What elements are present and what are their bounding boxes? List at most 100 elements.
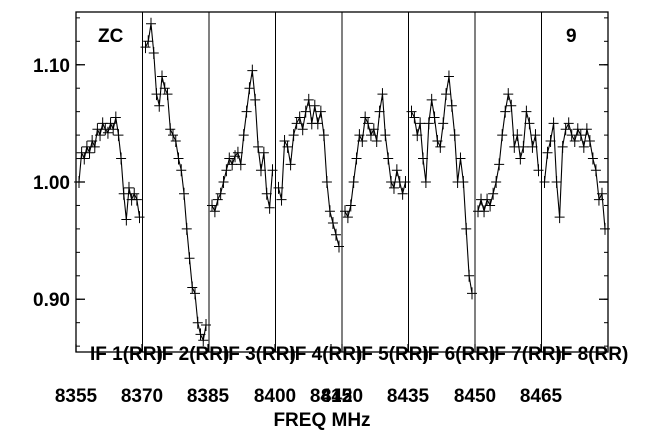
data-point xyxy=(449,129,460,142)
data-point xyxy=(143,35,154,48)
data-point xyxy=(446,99,457,112)
corner-label-left: ZC xyxy=(98,26,124,47)
data-point xyxy=(285,158,296,171)
data-point xyxy=(600,222,610,235)
data-point xyxy=(363,117,374,130)
data-point xyxy=(261,187,272,200)
data-point xyxy=(429,111,440,124)
data-point xyxy=(512,129,523,142)
data-point xyxy=(264,201,275,214)
data-point xyxy=(273,181,284,194)
data-point xyxy=(190,287,200,300)
data-point xyxy=(400,176,411,188)
x-tick-label: 8465 xyxy=(520,386,563,407)
data-point xyxy=(118,187,129,200)
data-point xyxy=(345,199,356,212)
data-point xyxy=(371,134,382,147)
data-point xyxy=(151,88,162,101)
data-point xyxy=(140,41,151,54)
x-tick-label: 8415 xyxy=(310,386,353,407)
data-point xyxy=(187,281,198,294)
data-point xyxy=(518,140,529,153)
data-point xyxy=(423,117,434,130)
data-point xyxy=(173,152,184,165)
data-point xyxy=(418,152,429,165)
data-point xyxy=(241,105,252,118)
data-point xyxy=(509,140,520,153)
data-point xyxy=(294,111,305,124)
panel-label-8: IF 8(RR) xyxy=(556,344,629,365)
data-point xyxy=(539,176,550,188)
data-point xyxy=(351,152,362,165)
data-point xyxy=(198,334,209,347)
data-point xyxy=(596,187,607,200)
series-line-6 xyxy=(411,76,473,294)
data-point xyxy=(497,129,508,142)
data-point xyxy=(176,164,187,177)
data-point xyxy=(129,187,140,200)
panel-dividers xyxy=(142,12,542,352)
data-point xyxy=(409,111,420,124)
data-point xyxy=(116,152,127,165)
data-point xyxy=(79,152,90,165)
data-point xyxy=(247,64,258,77)
data-point xyxy=(479,205,490,218)
data-point xyxy=(521,105,532,118)
y-axis: 0.90 1.00 1.10 xyxy=(33,17,608,347)
data-point xyxy=(569,134,580,147)
data-point xyxy=(388,181,399,194)
data-point xyxy=(95,129,106,142)
data-point xyxy=(121,213,132,226)
data-point xyxy=(146,17,156,30)
data-point xyxy=(221,164,232,177)
x-tick-label: 8385 xyxy=(187,386,230,407)
x-axis-label: FREQ MHz xyxy=(273,410,370,431)
data-point xyxy=(215,187,226,200)
data-point xyxy=(443,70,454,83)
data-point xyxy=(527,140,538,153)
data-point xyxy=(110,111,121,124)
data-point xyxy=(318,129,329,142)
data-point xyxy=(357,134,368,147)
data-point xyxy=(309,99,320,112)
data-point xyxy=(491,176,502,188)
data-point xyxy=(89,140,100,153)
data-point xyxy=(412,129,423,142)
data-point xyxy=(578,140,589,153)
data-point xyxy=(584,134,595,147)
data-point xyxy=(157,70,167,83)
data-point xyxy=(201,319,211,332)
data-point xyxy=(438,117,449,130)
data-point xyxy=(244,82,255,95)
panel-label-7: IF 7(RR) xyxy=(489,344,562,365)
data-point xyxy=(87,134,98,147)
data-point xyxy=(212,193,223,206)
data-point xyxy=(303,93,314,106)
data-point xyxy=(397,187,408,200)
data-point xyxy=(506,99,517,112)
data-point xyxy=(253,140,264,153)
data-point xyxy=(312,117,323,130)
data-point xyxy=(380,129,391,142)
data-point xyxy=(255,164,266,177)
data-point xyxy=(485,199,496,212)
data-point xyxy=(184,252,195,265)
data-point xyxy=(551,176,562,188)
corner-label-right: 9 xyxy=(566,26,577,47)
data-point xyxy=(557,140,568,153)
data-point xyxy=(464,269,475,282)
x-tick-label: 8355 xyxy=(55,386,98,407)
x-tick-label: 8435 xyxy=(387,386,430,407)
data-point xyxy=(494,158,505,171)
data-point xyxy=(330,228,341,241)
data-point xyxy=(209,205,220,218)
data-point xyxy=(327,217,338,230)
data-point xyxy=(533,164,544,177)
x-tick-label: 8370 xyxy=(121,386,163,407)
data-point xyxy=(235,158,246,171)
data-point xyxy=(587,152,598,165)
data-point xyxy=(542,146,553,159)
data-point xyxy=(548,117,559,130)
